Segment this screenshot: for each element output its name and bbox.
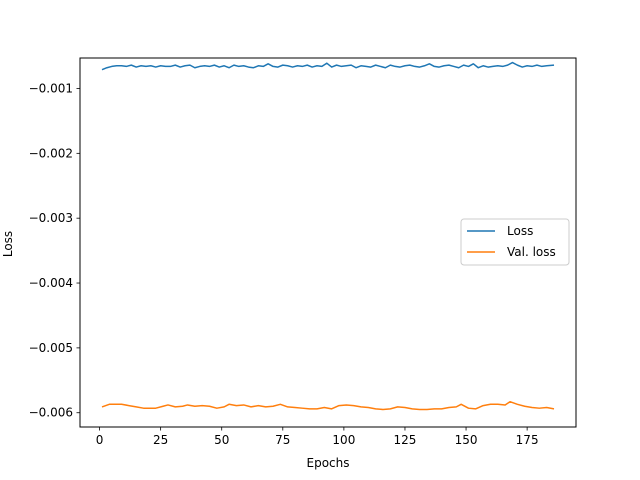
y-axis-title: Loss — [1, 231, 15, 257]
x-tick-label: 175 — [516, 433, 539, 447]
x-tick-label: 0 — [96, 433, 104, 447]
y-tick-label: −0.003 — [29, 211, 73, 225]
plot-frame — [79, 57, 577, 428]
y-axis: −0.006 −0.005 −0.004 −0.003 −0.002 −0.001 — [29, 81, 80, 420]
series-line-0 — [101, 61, 555, 71]
legend-label-val-loss: Val. loss — [507, 245, 556, 259]
series-line-1 — [101, 400, 555, 411]
x-tick-label: 100 — [332, 433, 355, 447]
y-tick-label: −0.001 — [29, 81, 73, 95]
x-tick-label: 25 — [153, 433, 168, 447]
x-tick-label: 125 — [394, 433, 417, 447]
y-tick-label: −0.005 — [29, 341, 73, 355]
y-tick-label: −0.002 — [29, 146, 73, 160]
plot-lines — [101, 61, 555, 411]
x-tick-label: 150 — [455, 433, 478, 447]
legend: Loss Val. loss — [460, 218, 570, 266]
x-axis-title: Epochs — [307, 456, 350, 470]
x-axis: 0 25 50 75 100 125 150 175 — [96, 427, 539, 447]
x-tick-label: 50 — [214, 433, 229, 447]
y-tick-label: −0.004 — [29, 276, 73, 290]
legend-label-loss: Loss — [507, 224, 533, 238]
y-tick-label: −0.006 — [29, 406, 73, 420]
x-tick-label: 75 — [275, 433, 290, 447]
